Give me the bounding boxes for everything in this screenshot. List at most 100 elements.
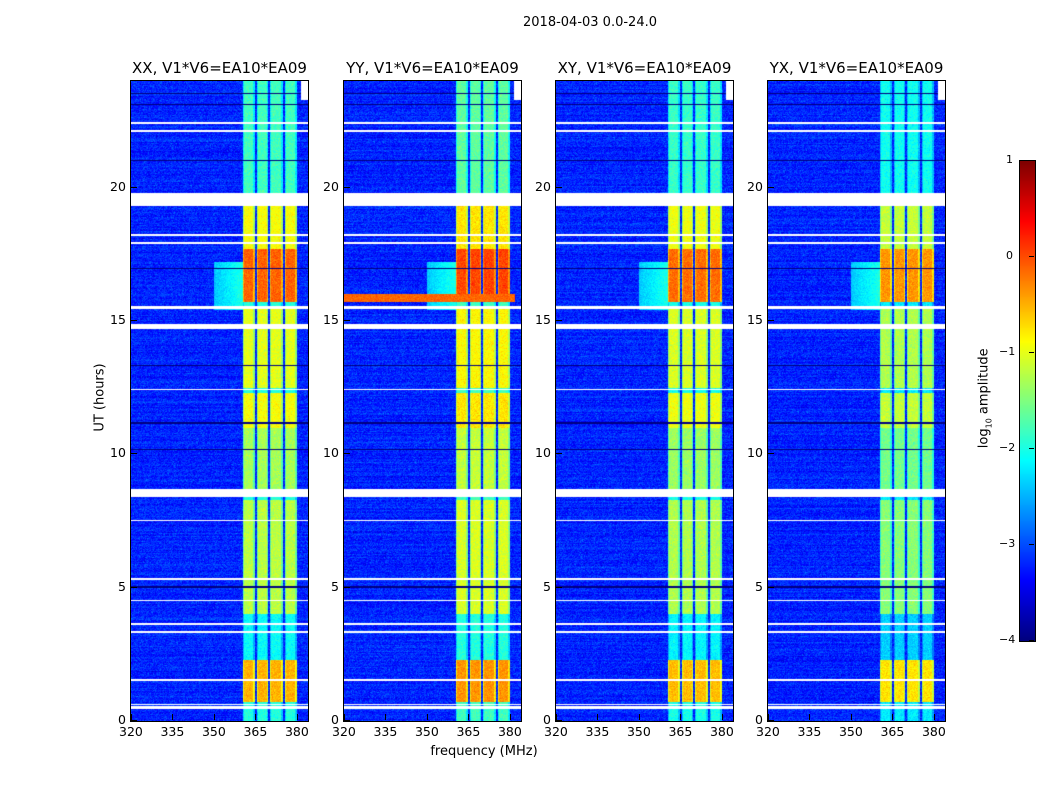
x-tick xyxy=(809,714,811,720)
colorbar-tick xyxy=(1029,352,1034,353)
colorbar-tick-label: −1 xyxy=(999,345,1016,358)
x-tick-label: 380 xyxy=(921,724,946,739)
x-tick-label: 365 xyxy=(243,724,268,739)
y-tick xyxy=(344,320,350,321)
y-tick-label: 20 xyxy=(747,178,763,194)
x-tick xyxy=(892,714,894,720)
y-tick xyxy=(768,720,774,721)
colorbar-tick-label: −2 xyxy=(999,441,1016,454)
y-tick xyxy=(556,720,562,721)
y-tick-label: 15 xyxy=(535,312,551,327)
panel-xx: XX, V1*V6=EA10*EA09 xyxy=(130,59,309,722)
colorbar-tick-label: −4 xyxy=(999,633,1016,646)
x-tick-label: 350 xyxy=(838,724,863,739)
x-tick-label: 335 xyxy=(797,724,822,739)
figure-title: 2018-04-03 0.0-24.0 xyxy=(523,15,657,30)
y-tick xyxy=(344,453,350,455)
heatmap-image xyxy=(131,81,308,721)
colorbar-gradient xyxy=(1020,161,1035,641)
y-tick-label: 15 xyxy=(110,312,126,327)
panel-title: YY, V1*V6=EA10*EA09 xyxy=(346,59,519,77)
y-tick-label: 0 xyxy=(331,712,339,727)
colorbar-tick xyxy=(1029,160,1034,161)
x-tick-label: 320 xyxy=(756,724,780,739)
y-tick-label: 10 xyxy=(323,445,339,461)
y-tick-label: 5 xyxy=(755,578,763,594)
panel-title: YX, V1*V6=EA10*EA09 xyxy=(769,59,944,77)
heatmap-image xyxy=(556,81,733,721)
y-tick-label: 0 xyxy=(755,712,763,727)
x-tick-label: 380 xyxy=(497,724,522,739)
colorbar xyxy=(1019,160,1036,642)
colorbar-label: log10 amplitude xyxy=(976,348,994,449)
x-tick-label: 320 xyxy=(119,724,143,739)
y-tick xyxy=(131,586,137,588)
y-tick-label: 5 xyxy=(543,578,551,594)
y-tick-label: 20 xyxy=(535,178,551,194)
x-tick-label: 335 xyxy=(585,724,610,739)
y-tick xyxy=(344,586,350,588)
colorbar-tick xyxy=(1029,448,1034,449)
colorbar-tick xyxy=(1029,640,1034,641)
colorbar-tick-label: 0 xyxy=(1006,249,1013,262)
y-tick-label: 20 xyxy=(323,178,339,194)
x-tick-label: 380 xyxy=(284,724,309,739)
y-tick-label: 5 xyxy=(331,578,339,594)
y-tick-label: 10 xyxy=(535,445,551,461)
x-axis-label: frequency (MHz) xyxy=(430,744,538,759)
x-tick-label: 335 xyxy=(160,724,185,739)
x-tick-label: 320 xyxy=(332,724,356,739)
y-tick-label: 10 xyxy=(747,445,763,461)
y-tick xyxy=(768,586,774,588)
y-tick-label: 0 xyxy=(543,712,551,727)
x-tick xyxy=(721,714,723,720)
y-tick xyxy=(556,186,562,188)
x-tick xyxy=(850,714,852,720)
y-tick xyxy=(768,320,774,321)
x-tick-label: 350 xyxy=(201,724,226,739)
x-tick xyxy=(768,714,769,720)
x-tick-label: 365 xyxy=(456,724,481,739)
x-tick xyxy=(344,714,345,720)
x-tick-label: 335 xyxy=(373,724,398,739)
y-tick xyxy=(344,186,350,188)
x-tick-label: 320 xyxy=(544,724,568,739)
heatmap-image xyxy=(768,81,945,721)
x-tick xyxy=(680,714,682,720)
x-tick-label: 365 xyxy=(880,724,905,739)
x-tick xyxy=(597,714,599,720)
y-tick xyxy=(131,453,137,455)
x-tick-label: 350 xyxy=(414,724,439,739)
y-tick-label: 15 xyxy=(323,312,339,327)
y-tick-label: 15 xyxy=(747,312,763,327)
x-tick-label: 350 xyxy=(626,724,651,739)
y-tick xyxy=(131,720,137,721)
x-tick xyxy=(468,714,470,720)
x-tick xyxy=(638,714,640,720)
colorbar-tick-label: −3 xyxy=(999,537,1016,550)
y-tick xyxy=(131,186,137,188)
colorbar-tick-label: 1 xyxy=(1006,153,1013,166)
x-tick xyxy=(255,714,257,720)
y-tick xyxy=(131,320,137,321)
panel-yy: YY, V1*V6=EA10*EA09 xyxy=(343,59,522,722)
x-tick-label: 365 xyxy=(668,724,693,739)
panel-yx: YX, V1*V6=EA10*EA09 xyxy=(767,59,946,722)
y-tick xyxy=(556,586,562,588)
panel-xy: XY, V1*V6=EA10*EA09 xyxy=(555,59,734,722)
x-tick xyxy=(131,714,132,720)
x-tick xyxy=(933,714,935,720)
y-tick-label: 0 xyxy=(118,712,126,727)
x-tick xyxy=(509,714,511,720)
y-tick-label: 10 xyxy=(110,445,126,461)
x-tick-label: 380 xyxy=(709,724,734,739)
x-tick xyxy=(556,714,557,720)
x-tick xyxy=(385,714,387,720)
y-tick xyxy=(344,720,350,721)
y-tick-label: 20 xyxy=(110,178,126,194)
y-axis-label: UT (hours) xyxy=(92,363,108,432)
y-tick xyxy=(556,320,562,321)
y-tick xyxy=(556,453,562,455)
panel-title: XX, V1*V6=EA10*EA09 xyxy=(132,59,307,77)
